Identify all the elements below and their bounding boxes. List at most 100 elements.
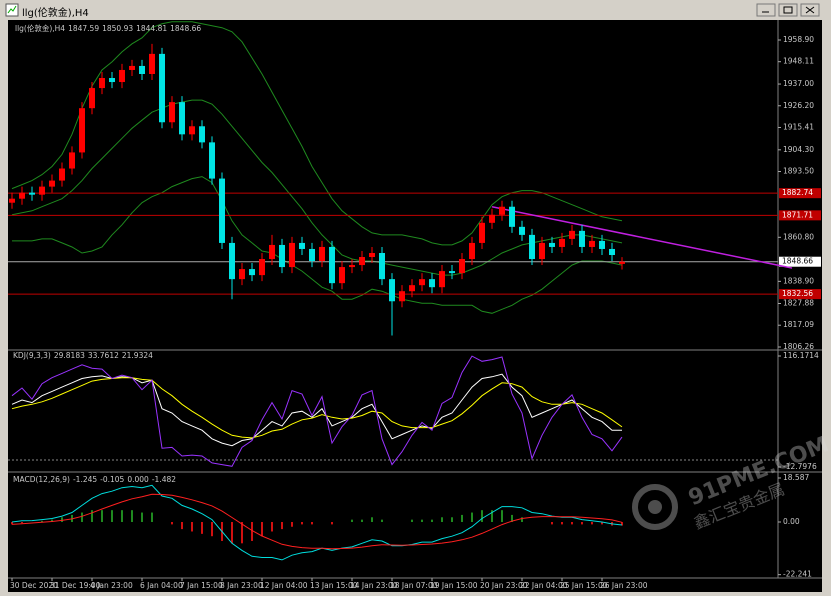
- y-tick-label: 1948.11: [783, 57, 814, 66]
- candle-body: [349, 265, 355, 268]
- y-tick-label: 1904.30: [783, 145, 814, 154]
- candle-body: [569, 230, 575, 239]
- candle-body: [219, 178, 225, 243]
- candle-body: [489, 214, 495, 223]
- candle-body: [449, 271, 455, 274]
- x-tick-label: 19 Jan 15:00: [430, 581, 478, 590]
- candle-body: [59, 168, 65, 181]
- header-value: 1850.93: [102, 24, 133, 33]
- y-tick-label: -12.7976: [783, 462, 817, 471]
- candle-body: [19, 192, 25, 199]
- x-tick-label: 8 Jan 23:00: [220, 581, 263, 590]
- window-icon: [5, 3, 19, 17]
- candle-body: [119, 69, 125, 83]
- macd-line: [11, 484, 623, 561]
- candle-body: [149, 53, 155, 74]
- candle-body: [589, 240, 595, 247]
- candle-body: [579, 230, 585, 247]
- candle-body: [599, 240, 605, 249]
- candle-body: [519, 226, 525, 235]
- indicator-header: MACD(12,26,9) -1.245 -0.105 0.000 -1.482: [13, 475, 176, 484]
- header-value: 21.9324: [122, 351, 153, 360]
- candle-body: [339, 267, 345, 284]
- candle-body: [169, 102, 175, 123]
- candle-body: [549, 242, 555, 247]
- candle-body: [329, 246, 335, 284]
- candle-body: [199, 126, 205, 143]
- candle-body: [209, 142, 215, 179]
- candle-body: [439, 271, 445, 288]
- minimize-button[interactable]: [756, 3, 776, 17]
- bollinger-upper: [11, 21, 623, 246]
- candle-body: [29, 192, 35, 195]
- x-tick-label: 6 Jan 04:00: [140, 581, 183, 590]
- y-tick-label: 1860.80: [783, 232, 814, 241]
- y-tick-label: 1915.41: [783, 122, 814, 131]
- x-tick-label: 20 Jan 23:00: [480, 581, 528, 590]
- header-value: 1848.66: [170, 24, 201, 33]
- candle-body: [469, 242, 475, 260]
- header-value: 33.7612: [88, 351, 119, 360]
- header-value: llg(伦敦金),H4: [15, 23, 65, 33]
- bid-label: 1848.66: [782, 257, 813, 266]
- candle-body: [399, 291, 405, 302]
- candle-body: [299, 242, 305, 249]
- candle-body: [239, 269, 245, 280]
- candle-body: [479, 222, 485, 243]
- candle-body: [259, 259, 265, 276]
- y-tick-label: 1937.00: [783, 79, 814, 88]
- candle-body: [369, 252, 375, 258]
- candle-body: [99, 78, 105, 89]
- indicator-header: llg(伦敦金),H4 1847.59 1850.93 1844.81 1848.66: [15, 23, 201, 33]
- candle-body: [229, 242, 235, 280]
- indicator-header: KDJ(9,3,3) 29.8183 33.7612 21.9324: [13, 351, 153, 360]
- x-tick-label: 30 Dec 2020: [10, 581, 58, 590]
- y-tick-label: 18.587: [783, 473, 809, 482]
- price-label-box: [779, 188, 821, 199]
- candle-body: [559, 238, 565, 247]
- candle-body: [359, 257, 365, 266]
- header-value: 1844.81: [136, 24, 167, 33]
- candle-body: [69, 152, 75, 169]
- x-tick-label: 26 Jan 23:00: [600, 581, 648, 590]
- candle-body: [159, 53, 165, 123]
- y-tick-label: 1838.90: [783, 276, 814, 285]
- x-tick-label: 4 Jan 23:00: [90, 581, 133, 590]
- header-value: MACD(12,26,9): [13, 475, 70, 484]
- x-tick-label: 13 Jan 15:00: [310, 581, 358, 590]
- bollinger-lower: [12, 176, 623, 314]
- candle-body: [129, 65, 135, 70]
- header-value: 1847.59: [68, 24, 99, 33]
- y-tick-label: 0.00: [783, 517, 800, 526]
- x-tick-label: 31 Dec 19:00: [50, 581, 101, 590]
- candle-body: [539, 242, 545, 260]
- candle-body: [499, 206, 505, 215]
- candle-body: [319, 246, 325, 262]
- candle-body: [269, 244, 275, 260]
- candle-body: [529, 234, 535, 260]
- candle-body: [179, 102, 185, 135]
- y-tick-label: 1817.09: [783, 320, 814, 329]
- candle-body: [389, 279, 395, 302]
- x-tick-label: 14 Jan 23:00: [350, 581, 398, 590]
- x-tick-label: 25 Jan 15:00: [560, 581, 608, 590]
- indicator-line: [11, 355, 623, 467]
- y-tick-label: 1806.26: [783, 342, 814, 351]
- price-label: 1871.71: [782, 210, 813, 219]
- title-bar: llg(伦敦金),H4: [0, 0, 831, 20]
- y-tick-label: -22.241: [783, 570, 812, 579]
- price-label-box: [779, 289, 821, 300]
- candle-body: [249, 269, 255, 276]
- header-value: -1.245: [73, 475, 97, 484]
- price-label: 1882.74: [782, 188, 813, 197]
- y-tick-label: 1893.50: [783, 167, 814, 176]
- candle-body: [609, 248, 615, 256]
- candle-body: [309, 248, 315, 262]
- signal-line: [11, 493, 623, 550]
- x-tick-label: 7 Jan 15:00: [180, 581, 223, 590]
- candle-body: [39, 186, 45, 195]
- header-value: 0.000: [127, 475, 149, 484]
- header-value: 29.8183: [54, 351, 85, 360]
- maximize-button[interactable]: [778, 3, 798, 17]
